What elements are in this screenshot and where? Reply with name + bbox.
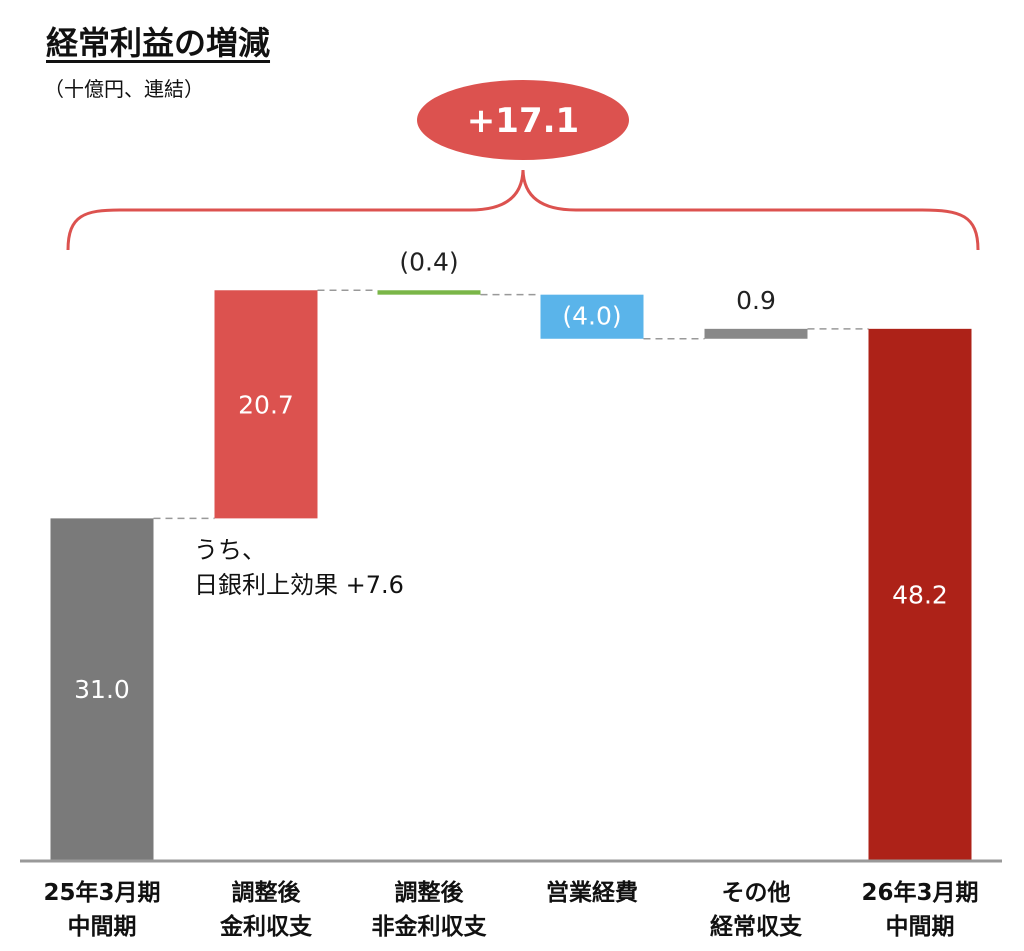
data-label: 31.0 <box>74 675 130 704</box>
total-change-brace <box>66 169 980 251</box>
bar-1 <box>50 518 154 860</box>
data-label: 20.7 <box>238 390 294 419</box>
data-label: 0.9 <box>736 286 776 315</box>
category-label: 金利収支 <box>219 913 313 940</box>
category-label: 26年3月期 <box>861 879 978 906</box>
category-label: その他 <box>722 880 791 906</box>
data-label: 48.2 <box>892 580 948 609</box>
category-label: 非金利収支 <box>372 913 488 940</box>
category-label: 中間期 <box>886 914 955 940</box>
category-label: 営業経費 <box>546 879 638 906</box>
annotation-text: 日銀利上効果 +7.6 <box>194 571 404 599</box>
category-label: 調整後 <box>395 879 465 906</box>
data-label: (4.0) <box>562 302 621 331</box>
bar-2 <box>214 290 318 519</box>
bar-3 <box>377 290 481 295</box>
chart-subtitle: （十億円、連結） <box>44 77 204 101</box>
category-label: 25年3月期 <box>43 879 160 906</box>
category-label: 経常収支 <box>710 913 803 940</box>
annotation-text: うち、 <box>194 536 266 564</box>
total-change-badge <box>417 80 629 160</box>
bar-5 <box>704 328 808 339</box>
chart-title: 経常利益の増減 <box>46 24 271 62</box>
bar-6 <box>868 328 972 860</box>
bar-4 <box>540 294 644 339</box>
total-change-label: +17.1 <box>467 101 579 141</box>
data-label: (0.4) <box>399 247 458 276</box>
category-label: 調整後 <box>232 879 302 906</box>
category-label: 中間期 <box>68 914 137 940</box>
